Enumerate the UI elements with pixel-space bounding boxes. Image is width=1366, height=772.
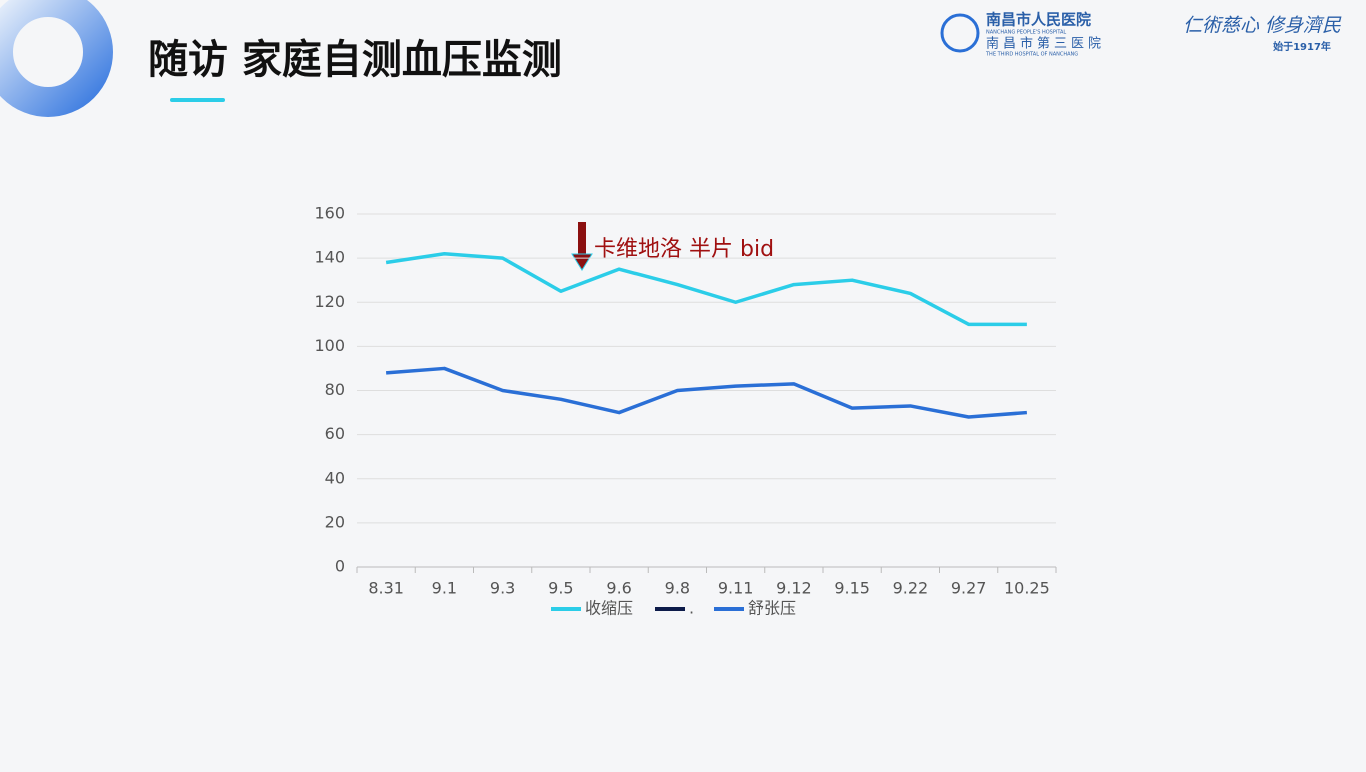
x-tick-label: 9.15 (834, 579, 870, 598)
x-tick-label: 10.25 (1004, 579, 1050, 598)
x-tick-label: 9.12 (776, 579, 812, 598)
x-tick-label: 8.31 (368, 579, 404, 598)
x-tick-label: 9.3 (490, 579, 515, 598)
decor-ring (0, 0, 113, 117)
y-tick-label: 20 (325, 512, 345, 531)
logo-emblem (940, 13, 980, 53)
x-tick-label: 9.8 (665, 579, 690, 598)
y-tick-label: 100 (314, 336, 345, 355)
y-tick-label: 40 (325, 468, 345, 487)
y-tick-label: 60 (325, 424, 345, 443)
x-tick-label: 9.22 (893, 579, 929, 598)
since: 始于1917年 (1273, 40, 1331, 53)
slide-title: 随访 家庭自测血压监测 (148, 37, 562, 83)
logo-cn: 南昌市人民医院 (986, 11, 1091, 29)
y-tick-label: 160 (314, 204, 345, 223)
legend-label: 舒张压 (748, 599, 796, 618)
x-tick-label: 9.1 (432, 579, 457, 598)
y-tick-label: 0 (335, 557, 345, 576)
y-tick-label: 80 (325, 380, 345, 399)
x-tick-label: 9.27 (951, 579, 987, 598)
legend-label: . (689, 599, 694, 618)
x-tick-label: 9.5 (548, 579, 573, 598)
logo-en: NANCHANG PEOPLE'S HOSPITAL (986, 30, 1066, 36)
title-underline (170, 98, 225, 102)
x-tick-label: 9.6 (606, 579, 631, 598)
series-line (385, 366, 1028, 419)
y-tick-label: 140 (314, 248, 345, 267)
logo-en2: THE THIRD HOSPITAL OF NANCHANG (985, 52, 1078, 58)
slogan: 仁術慈心 修身濟民 (1183, 15, 1342, 37)
series-line (385, 251, 1027, 327)
y-tick-label: 120 (314, 292, 345, 311)
legend-label: 收缩压 (585, 599, 633, 618)
x-tick-label: 9.11 (718, 579, 754, 598)
logo-cn2: 南昌市第三医院 (986, 36, 1105, 52)
